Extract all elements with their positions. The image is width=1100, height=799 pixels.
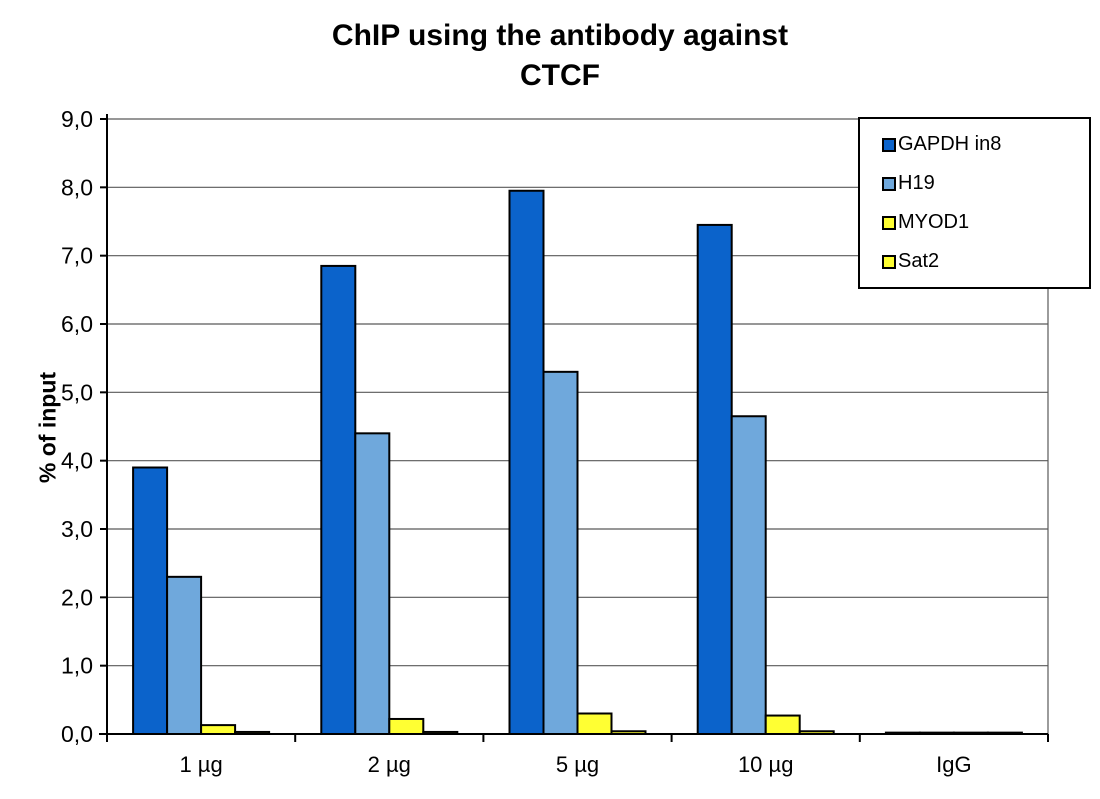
y-tick-label: 2,0 bbox=[61, 584, 93, 610]
x-tick-label: 2 µg bbox=[368, 752, 411, 777]
bar-h19-1 bbox=[166, 575, 203, 735]
legend-item-myod1: MYOD1 bbox=[882, 211, 1085, 234]
bar-h19-4 bbox=[730, 415, 767, 735]
x-tick-label: 10 µg bbox=[738, 752, 794, 777]
y-tick-label: 3,0 bbox=[61, 516, 93, 542]
bar-gapdh-in8-4 bbox=[696, 223, 733, 736]
legend-item-h19: H19 bbox=[882, 172, 1085, 195]
legend-swatch-h19 bbox=[882, 176, 896, 191]
legend-label-myod1: MYOD1 bbox=[898, 211, 970, 233]
legend-item-gapdh-in8: GAPDH in8 bbox=[882, 133, 1085, 156]
legend-swatch-gapdh-in8 bbox=[882, 137, 896, 152]
y-tick-label: 7,0 bbox=[61, 243, 93, 269]
bar-gapdh-in8-3 bbox=[508, 189, 545, 735]
chart-title: ChIP using the antibody against CTCF bbox=[60, 16, 1060, 95]
legend: GAPDH in8 H19 MYOD1 Sat2 bbox=[858, 117, 1091, 289]
y-tick-label: 6,0 bbox=[61, 311, 93, 337]
x-tick-label: 1 µg bbox=[179, 752, 222, 777]
bar-myod1-4 bbox=[764, 714, 801, 735]
y-tick-label: 4,0 bbox=[61, 448, 93, 474]
legend-label-gapdh-in8: GAPDH in8 bbox=[898, 133, 1002, 155]
legend-swatch-myod1 bbox=[882, 215, 896, 230]
y-tick-label: 5,0 bbox=[61, 379, 93, 405]
y-tick-label: 1,0 bbox=[61, 653, 93, 679]
legend-label-sat2: Sat2 bbox=[898, 250, 940, 272]
chart-title-line1: ChIP using the antibody against bbox=[331, 19, 789, 52]
y-tick-label: 0,0 bbox=[61, 721, 93, 747]
bar-gapdh-in8-1 bbox=[132, 466, 169, 735]
bar-myod1-1 bbox=[200, 724, 237, 735]
bar-gapdh-in8-2 bbox=[320, 264, 357, 735]
y-tick-label: 9,0 bbox=[61, 106, 93, 132]
chart-title-line2: CTCF bbox=[520, 58, 600, 92]
legend-label-h19: H19 bbox=[898, 172, 935, 194]
y-tick-label: 8,0 bbox=[61, 174, 93, 200]
x-tick-label: 5 µg bbox=[556, 752, 599, 777]
bar-h19-3 bbox=[542, 370, 579, 735]
bar-myod1-2 bbox=[388, 717, 425, 736]
bar-h19-2 bbox=[354, 432, 391, 735]
bar-myod1-3 bbox=[576, 712, 613, 735]
legend-swatch-sat2 bbox=[882, 254, 896, 269]
x-tick-label: IgG bbox=[936, 752, 971, 777]
legend-item-sat2: Sat2 bbox=[882, 250, 1085, 273]
